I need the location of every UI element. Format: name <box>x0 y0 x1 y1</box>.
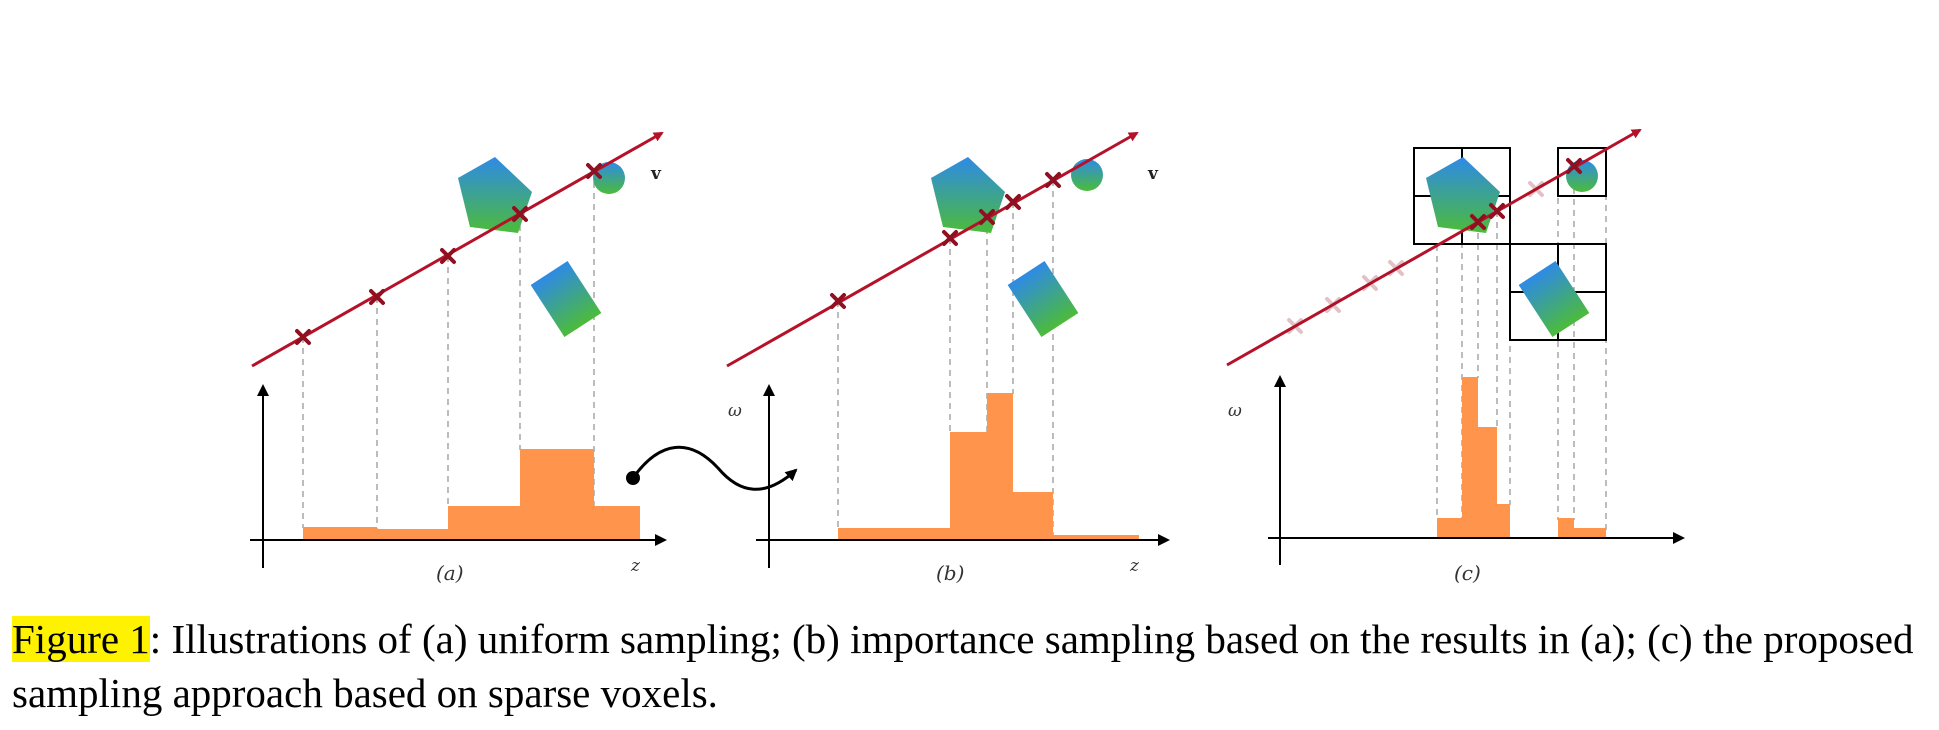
rectangle-shape <box>530 261 602 337</box>
panel-c-guides <box>1436 166 1607 530</box>
figure-caption: Figure 1: Illustrations of (a) uniform s… <box>12 612 1932 720</box>
panel-c-omega-label: ω <box>1228 401 1242 421</box>
panel-a-histogram <box>303 449 640 540</box>
panel-b-z-label: z <box>1129 556 1140 576</box>
figure-caption-text: : Illustrations of (a) uniform sampling;… <box>12 616 1914 716</box>
panel-a-v-label: v <box>650 164 662 184</box>
panel-a-z-label: z <box>630 556 641 576</box>
transition-arrow-dot <box>626 471 640 485</box>
rectangle-shape <box>1007 261 1079 337</box>
panel-b: v ω z (b) <box>726 131 1170 585</box>
panel-a: v z (a) <box>250 131 667 585</box>
panel-b-ray <box>726 131 1139 368</box>
panel-c-label: (c) <box>1454 561 1481 585</box>
panel-c: ω (c) <box>1226 128 1685 585</box>
panel-b-omega-label: ω <box>728 401 742 421</box>
panel-b-label: (b) <box>936 561 964 585</box>
circle-shape <box>593 162 625 194</box>
figure-caption-label: Figure 1 <box>12 616 150 662</box>
transition-arrow <box>631 445 798 491</box>
panel-b-histogram <box>838 393 1139 540</box>
rectangle-shape <box>1518 261 1590 337</box>
figure-illustration: v z (a) <box>250 128 1685 585</box>
panel-a-ray <box>251 131 664 368</box>
panel-b-v-label: v <box>1147 164 1159 184</box>
circle-shape <box>1071 159 1103 191</box>
panel-a-label: (a) <box>436 561 464 585</box>
pentagon-shape <box>458 157 532 233</box>
pentagon-shape <box>1426 157 1500 233</box>
panel-c-histogram <box>1437 377 1606 538</box>
